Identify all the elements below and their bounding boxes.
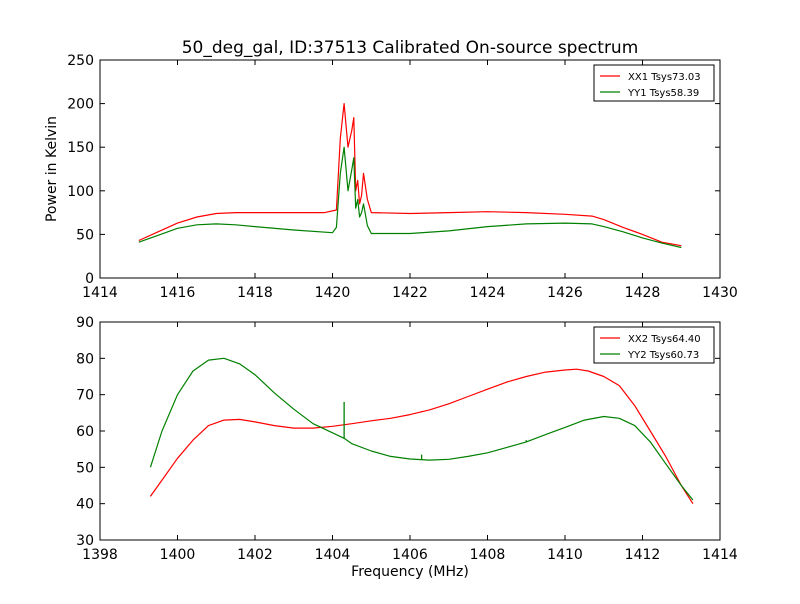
plot1-legend-box [593, 64, 715, 102]
plot2-x-tick-label: 1410 [547, 547, 583, 563]
plot2-x-tick-label: 1398 [82, 547, 118, 563]
plot1-y-tick-label: 250 [67, 53, 94, 69]
plot2-y-tick-label: 70 [76, 388, 94, 404]
plot1-x-tick-label: 1422 [392, 285, 428, 301]
plot1-x-tick-label: 1416 [160, 285, 196, 301]
plot1-y-tick-label: 100 [67, 184, 94, 200]
chart-title: 50_deg_gal, ID:37513 Calibrated On-sourc… [182, 38, 639, 58]
plot2-x-tick-label: 1404 [315, 547, 351, 563]
plot2-x-tick-label: 1406 [392, 547, 428, 563]
plot2-y-tick-label: 40 [76, 497, 94, 513]
plot1-series-line-2 [138, 146, 682, 249]
plot1-legend-label-2: YY1 Tsys58.39 [627, 88, 699, 99]
plot2-series-line-2 [149, 357, 694, 501]
plot1-legend: XX1 Tsys73.03 YY1 Tsys58.39 [593, 64, 715, 102]
plot2-legend-label-1: XX2 Tsys64.40 [628, 334, 701, 345]
plot2-y-tick-label: 50 [76, 460, 94, 476]
plot2-y-tick-label: 30 [76, 533, 94, 549]
plot2-legend: XX2 Tsys64.40 YY2 Tsys60.73 [593, 326, 715, 364]
plot2-x-tick-label: 1412 [625, 547, 661, 563]
plot1-y-tick-label: 0 [85, 271, 94, 287]
plot1-legend-label-1: XX1 Tsys73.03 [628, 72, 701, 83]
plot-top: 1414 1416 1418 1420 1422 1424 1426 1428 1430 0 50 1… [67, 53, 738, 301]
plot1-y-tick-label: 200 [67, 97, 94, 113]
plot1-x-tick-label: 1428 [625, 285, 661, 301]
y-axis-label: Power in Kelvin [44, 116, 60, 222]
plot2-y-tick-label: 80 [76, 351, 94, 367]
plot2-x-tick-label: 1408 [470, 547, 506, 563]
plot2-y-tick-label: 90 [76, 315, 94, 331]
plot1-x-tick-label: 1426 [547, 285, 583, 301]
plot2-y-tick-label: 60 [76, 424, 94, 440]
plot2-legend-label-2: YY2 Tsys60.73 [627, 350, 699, 361]
plot1-x-tick-label: 1424 [470, 285, 506, 301]
plot1-x-tick-label: 1420 [315, 285, 351, 301]
plot2-x-tick-label: 1400 [160, 547, 196, 563]
plot2-x-tick-label: 1414 [702, 547, 738, 563]
plot1-x-tick-label: 1418 [237, 285, 273, 301]
plot1-x-tick-label: 1430 [702, 285, 738, 301]
plot1-series-line-1 [138, 103, 682, 247]
plot2-series-line-1 [149, 368, 694, 505]
plot1-x-tick-label: 1414 [82, 285, 118, 301]
x-axis-label: Frequency (MHz) [351, 564, 469, 580]
plot1-y-tick-label: 150 [67, 140, 94, 156]
plot2-x-tick-label: 1402 [237, 547, 273, 563]
plot-bottom: 1398 1400 1402 1404 1406 1408 1410 1412 1414 30 40… [76, 315, 738, 563]
plot2-legend-box [593, 326, 715, 364]
plot1-y-tick-label: 50 [76, 227, 94, 243]
